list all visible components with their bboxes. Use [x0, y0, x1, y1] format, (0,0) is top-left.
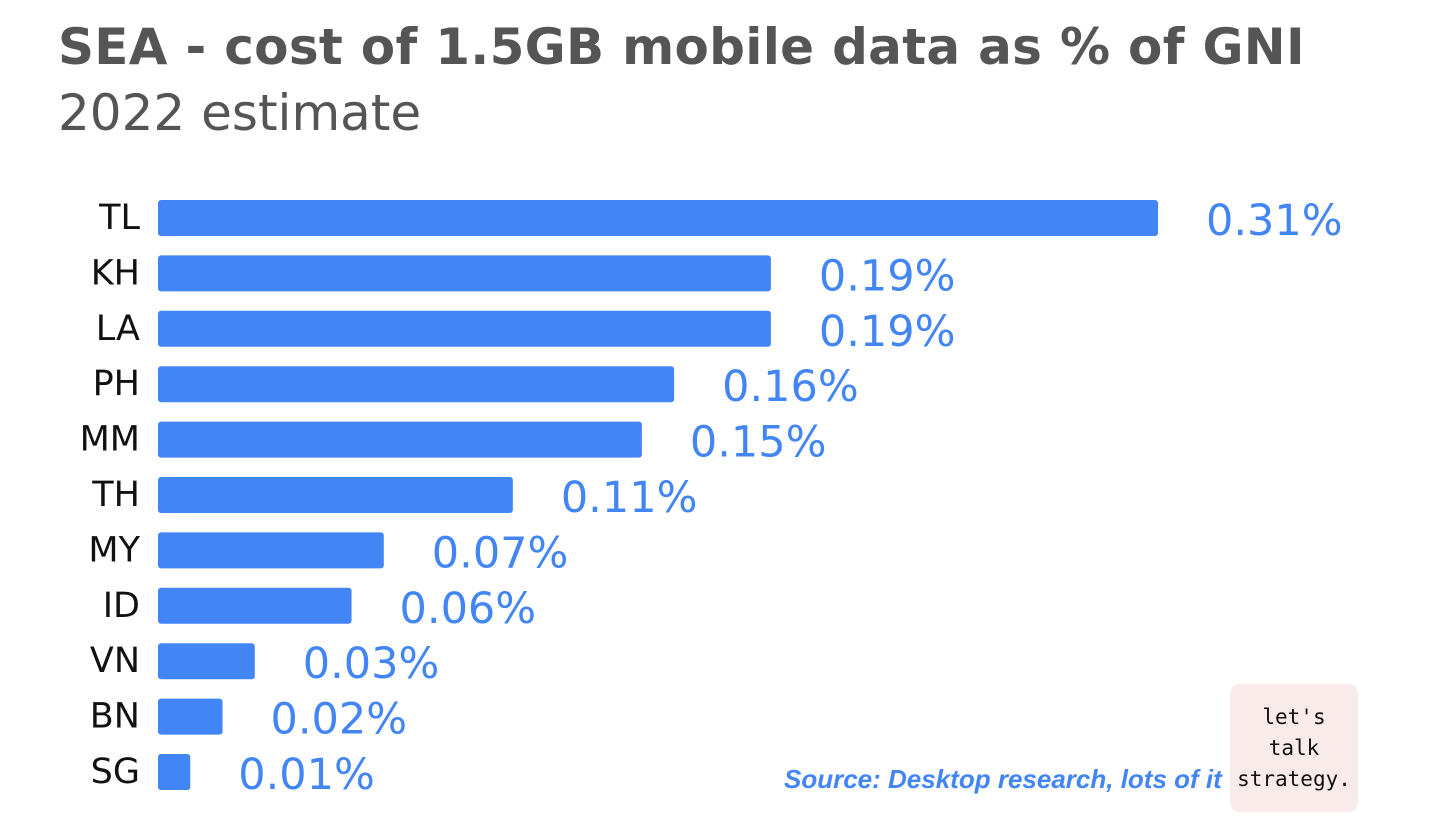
value-label-la: 0.19%: [819, 307, 956, 357]
chart-subtitle: 2022 estimate: [58, 84, 422, 142]
brand-badge-text: let's talk strategy.: [1237, 704, 1351, 791]
value-label-id: 0.06%: [400, 584, 537, 634]
chart-title: SEA - cost of 1.5GB mobile data as % of …: [58, 18, 1305, 76]
value-label-tl: 0.31%: [1206, 196, 1343, 246]
category-label-kh: KH: [91, 253, 140, 293]
bar-sg: [158, 754, 191, 790]
category-label-bn: BN: [90, 697, 140, 737]
bar-kh: [158, 255, 771, 292]
value-label-mm: 0.15%: [690, 418, 827, 468]
category-label-id: ID: [103, 586, 140, 626]
bar-mm: [158, 421, 642, 458]
source-note: Source: Desktop research, lots of it: [784, 764, 1222, 794]
category-label-vn: VN: [90, 641, 140, 681]
category-label-my: MY: [88, 530, 140, 570]
bar-id: [158, 587, 352, 624]
category-label-mm: MM: [80, 420, 140, 460]
value-label-ph: 0.16%: [722, 362, 859, 412]
value-label-sg: 0.01%: [238, 750, 375, 800]
category-label-la: LA: [96, 309, 140, 349]
bar-bn: [158, 698, 223, 735]
value-label-bn: 0.02%: [271, 695, 408, 745]
value-label-th: 0.11%: [561, 473, 698, 523]
value-label-my: 0.07%: [432, 528, 569, 578]
value-label-vn: 0.03%: [303, 639, 440, 689]
value-label-kh: 0.19%: [819, 251, 956, 301]
bar-vn: [158, 643, 255, 680]
bar-th: [158, 477, 513, 513]
category-label-ph: PH: [93, 364, 140, 404]
bar-la: [158, 310, 771, 347]
category-label-tl: TL: [98, 198, 140, 238]
brand-badge: let's talk strategy.: [1230, 684, 1358, 812]
category-label-sg: SG: [91, 752, 140, 792]
category-label-th: TH: [91, 475, 140, 515]
bar-tl: [158, 200, 1158, 236]
bar-my: [158, 532, 384, 569]
bar-ph: [158, 366, 675, 403]
